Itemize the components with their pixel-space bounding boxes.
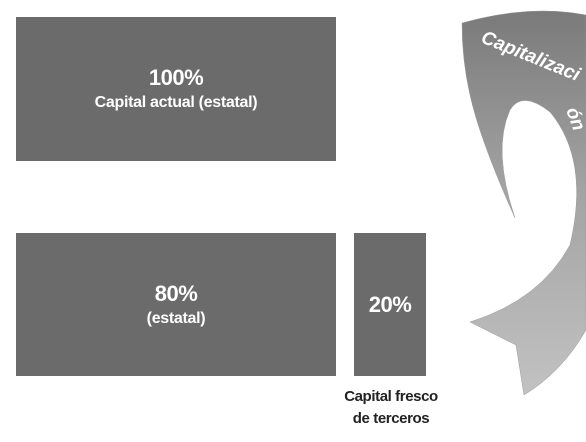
fresh-capital-box: 20% (354, 233, 426, 376)
fresh-capital-caption-line2: de terceros (352, 410, 430, 427)
current-capital-label: Capital actual (estatal) (94, 94, 258, 111)
state-capital-label: (estatal) (146, 309, 206, 327)
current-capital-box: 100% Capital actual (estatal) (16, 17, 336, 161)
capitalization-arrow-shape (461, 10, 586, 396)
fresh-capital-percent: 20% (368, 291, 412, 317)
state-capital-percent: 80% (154, 280, 198, 306)
state-capital-box: 80% (estatal) (16, 233, 336, 376)
fresh-capital-caption-line1: Capital fresco (344, 388, 438, 405)
current-capital-percent: 100% (148, 65, 204, 90)
fresh-capital-caption: Capital fresco de terceros (326, 386, 456, 430)
